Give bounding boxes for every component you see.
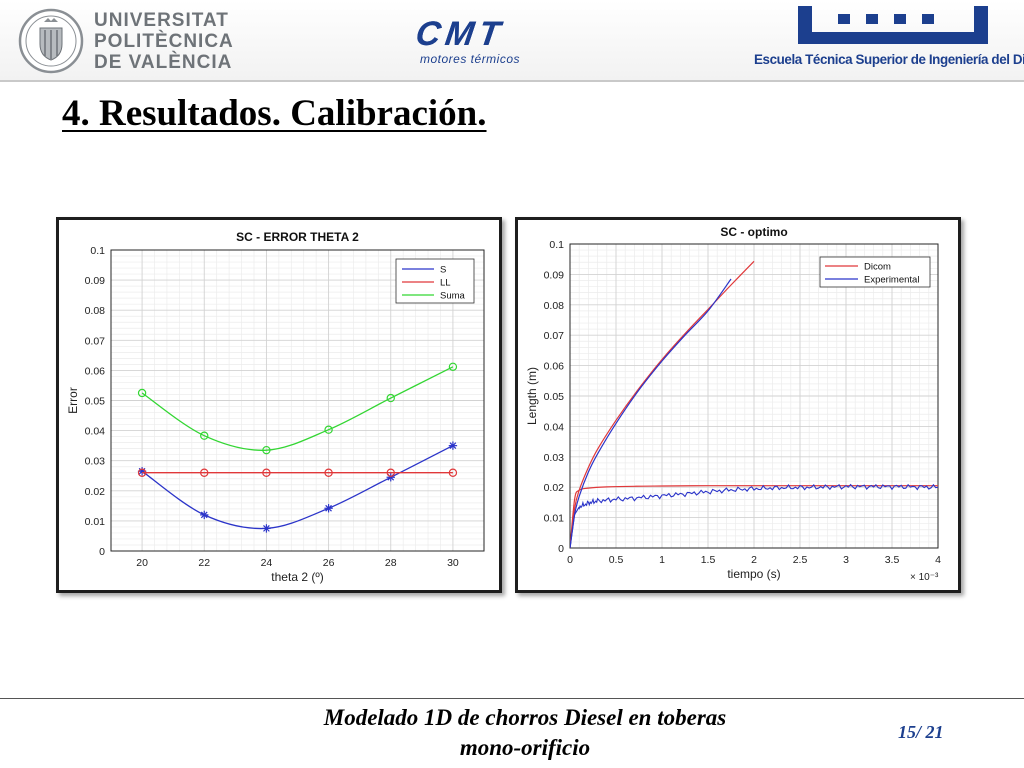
x-tick-label: 1.5 bbox=[701, 554, 716, 566]
footer-divider bbox=[0, 698, 1024, 699]
cmt-subtitle: motores térmicos bbox=[420, 52, 521, 66]
x-tick-label: 20 bbox=[136, 557, 148, 569]
y-tick-label: 0.06 bbox=[544, 361, 565, 373]
data-point-s bbox=[262, 524, 271, 533]
y-tick-label: 0.08 bbox=[85, 305, 106, 317]
legend-label: Suma bbox=[440, 291, 466, 302]
data-point-suma bbox=[200, 431, 209, 440]
y-axis-label: Length (m) bbox=[525, 367, 539, 425]
x-tick-label: 30 bbox=[447, 557, 459, 569]
plot-frame bbox=[110, 249, 485, 552]
x-tick-label: 26 bbox=[323, 557, 335, 569]
y-tick-label: 0.09 bbox=[544, 269, 565, 281]
series-line-dicom bbox=[570, 260, 755, 548]
plot-frame bbox=[569, 243, 939, 549]
y-tick-label: 0.04 bbox=[85, 426, 106, 438]
data-point-suma bbox=[262, 445, 271, 455]
series-line-experimental bbox=[570, 483, 938, 548]
legend-box bbox=[819, 256, 931, 288]
penetration-plot: 0 0.5 1 1.5 2 2.5 3 3.5 4 0 0.01 0.02 0.03 0.04 0.05 0.… bbox=[525, 225, 941, 583]
y-tick-label: 0 bbox=[99, 546, 105, 558]
y-tick-label: 0.1 bbox=[549, 239, 564, 251]
y-tick-label: 0.06 bbox=[85, 365, 106, 377]
etsid-name: Escuela Técnica Superior de Ingeniería d… bbox=[754, 52, 1024, 67]
x-tick-label: 0 bbox=[567, 554, 573, 566]
chart-title: SC - ERROR THETA 2 bbox=[236, 230, 359, 244]
x-tick-label: 24 bbox=[261, 557, 273, 569]
x-tick-label: 1 bbox=[659, 554, 665, 566]
y-tick-label: 0.01 bbox=[85, 516, 106, 528]
x-tick-label: 28 bbox=[385, 557, 397, 569]
data-point-s bbox=[200, 510, 209, 520]
y-tick-label: 0.08 bbox=[544, 300, 565, 312]
data-point-ll bbox=[448, 468, 458, 477]
x-tick-label: 3 bbox=[843, 554, 849, 566]
series-line-suma bbox=[141, 366, 454, 451]
data-point-ll bbox=[262, 468, 271, 477]
etsid-building-icon bbox=[798, 6, 988, 44]
y-tick-label: 0.1 bbox=[90, 245, 105, 257]
page-number: 15/ 21 bbox=[898, 722, 944, 742]
data-point-s bbox=[448, 441, 458, 450]
footer-title: Modelado 1D de chorros Diesel en toberas… bbox=[260, 703, 790, 763]
error-theta-plot: 20 22 24 26 28 30 0 0.01 0.02 0.03 0.04 0.05 0.06 0.0… bbox=[66, 230, 485, 584]
footer-title-line: Modelado 1D de chorros Diesel en toberas bbox=[323, 705, 727, 730]
error-theta-chart: 20 22 24 26 28 30 0 0.01 0.02 0.03 0.04 0.05 0.06 0.0… bbox=[56, 217, 502, 593]
chart-title: SC - optimo bbox=[720, 225, 787, 239]
data-point-ll bbox=[137, 468, 147, 477]
legend-label: Dicom bbox=[864, 262, 891, 273]
cmt-logo-text: CMT bbox=[413, 15, 508, 53]
x-tick-label: 0.5 bbox=[609, 554, 624, 566]
y-tick-label: 0.09 bbox=[85, 275, 106, 287]
y-tick-label: 0.01 bbox=[544, 513, 565, 525]
upv-line: UNIVERSITAT bbox=[94, 10, 229, 31]
y-tick-label: 0.03 bbox=[544, 452, 565, 464]
x-axis-multiplier: × 10⁻³ bbox=[910, 572, 939, 583]
legend-label: Experimental bbox=[864, 275, 919, 286]
legend-box bbox=[395, 258, 475, 304]
legend-label: LL bbox=[440, 278, 451, 289]
x-axis-label: tiempo (s) bbox=[727, 567, 780, 581]
y-axis-label: Error bbox=[66, 387, 80, 414]
y-tick-label: 0.05 bbox=[544, 391, 565, 403]
y-tick-label: 0 bbox=[558, 543, 564, 555]
upv-seal-icon bbox=[18, 8, 84, 74]
upv-line: DE VALÈNCIA bbox=[94, 52, 233, 73]
etsid-logo: Escuela Técnica Superior de Ingeniería d… bbox=[754, 4, 1024, 78]
data-point-suma bbox=[324, 425, 333, 434]
data-point-ll bbox=[386, 468, 395, 477]
y-tick-label: 0.02 bbox=[544, 482, 565, 494]
x-tick-label: 4 bbox=[935, 554, 941, 566]
y-tick-label: 0.03 bbox=[85, 456, 106, 468]
x-axis-label: theta 2 (º) bbox=[271, 570, 323, 584]
data-point-suma bbox=[137, 388, 147, 398]
data-point-suma bbox=[448, 362, 458, 371]
y-tick-label: 0.04 bbox=[544, 421, 565, 433]
x-tick-label: 2 bbox=[751, 554, 757, 566]
series-line-experimental bbox=[570, 278, 732, 548]
y-tick-label: 0.02 bbox=[85, 486, 106, 498]
y-tick-label: 0.07 bbox=[544, 330, 565, 342]
slide-header: UNIVERSITAT POLITÈCNICA DE VALÈNCIA CMT … bbox=[0, 0, 1024, 82]
data-point-suma bbox=[386, 393, 395, 403]
footer-title-line: mono-orificio bbox=[459, 735, 591, 760]
data-point-s bbox=[324, 504, 333, 513]
series-line-s bbox=[141, 445, 454, 530]
x-tick-label: 22 bbox=[198, 557, 210, 569]
upv-line: POLITÈCNICA bbox=[94, 31, 234, 52]
y-tick-label: 0.07 bbox=[85, 335, 106, 347]
x-tick-label: 3.5 bbox=[885, 554, 900, 566]
legend-label: S bbox=[440, 265, 446, 276]
data-point-ll bbox=[324, 468, 333, 477]
penetration-chart: 0 0.5 1 1.5 2 2.5 3 3.5 4 0 0.01 0.02 0.03 0.04 0.05 0.… bbox=[515, 217, 961, 593]
slide-title: 4. Resultados. Calibración. bbox=[62, 93, 487, 134]
cmt-logo: CMT motores térmicos bbox=[413, 15, 572, 70]
x-tick-label: 2.5 bbox=[793, 554, 808, 566]
data-point-ll bbox=[200, 468, 209, 477]
y-tick-label: 0.05 bbox=[85, 396, 106, 408]
